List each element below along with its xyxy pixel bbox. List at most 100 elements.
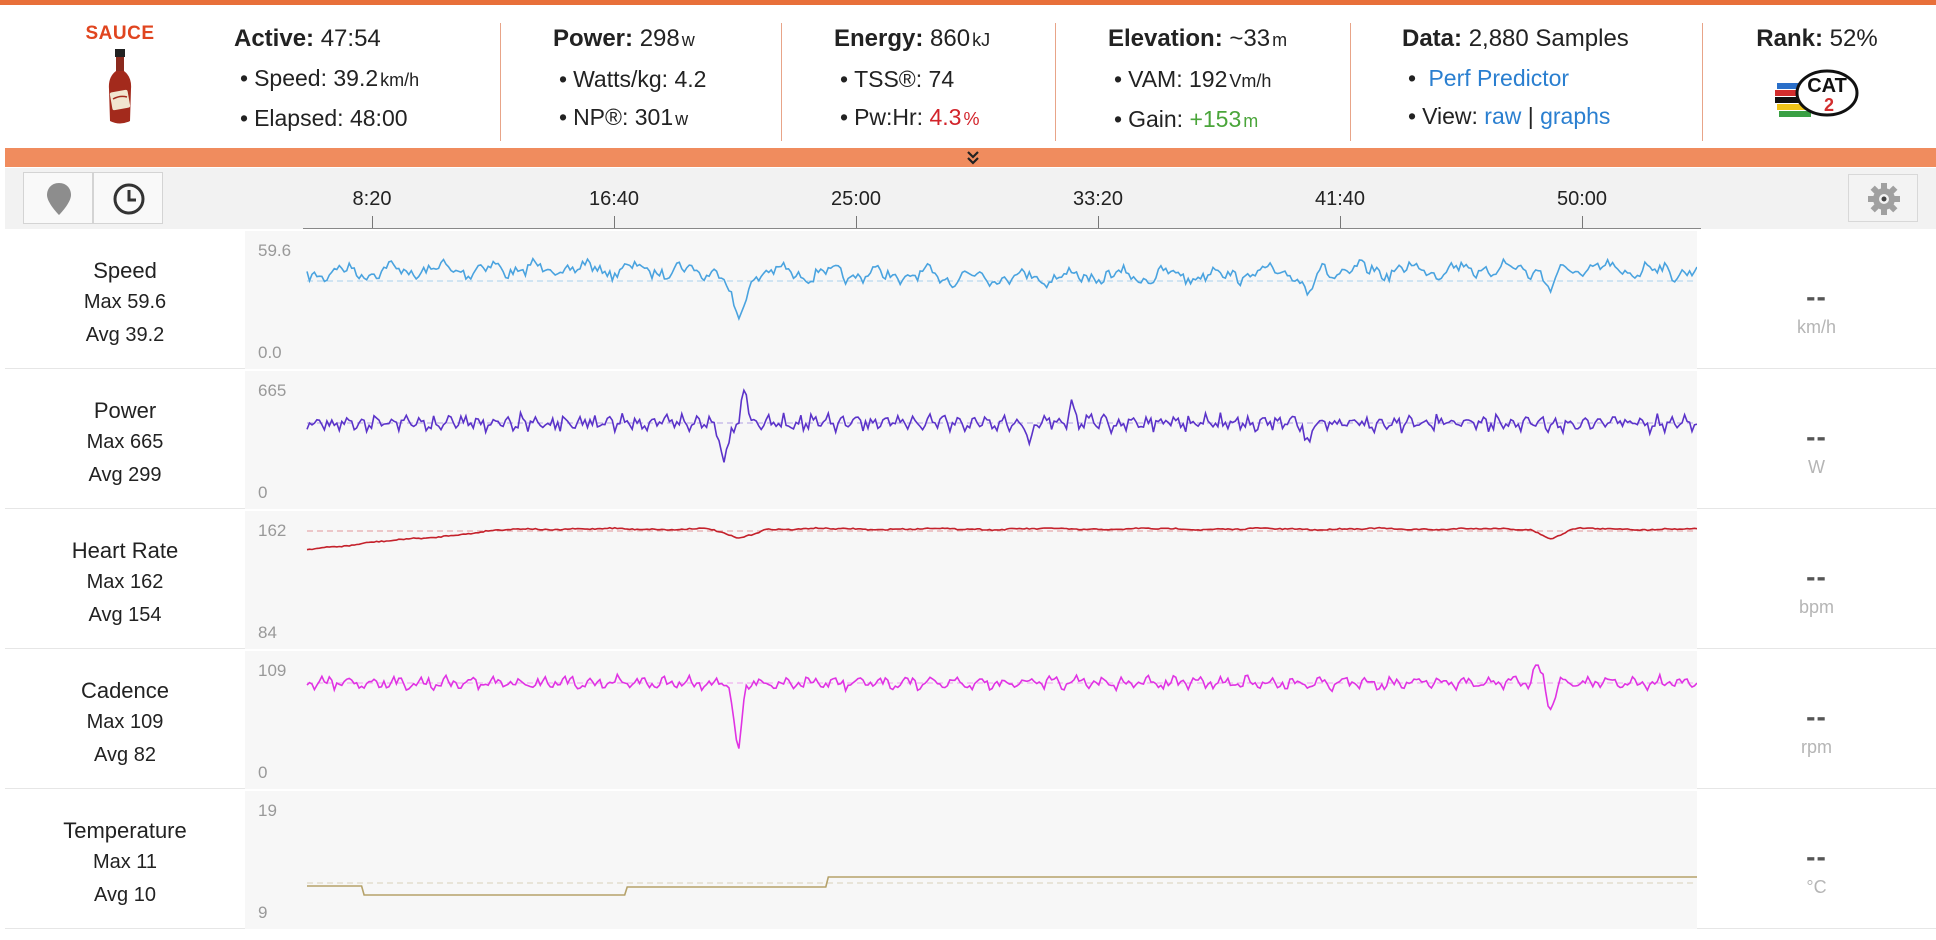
np-stat: • NP®: 301 w xyxy=(559,104,689,130)
axis-min-label: 9 xyxy=(258,903,268,922)
perf-predictor-link[interactable]: Perf Predictor xyxy=(1428,65,1570,91)
sauce-bottle-icon xyxy=(108,49,132,124)
panel-speed: Speed Max 59.6 Avg 39.2 59.6 0.0 -- km/h xyxy=(5,231,1936,369)
header-collapse-bar[interactable] xyxy=(5,148,1936,167)
tick-label: 16:40 xyxy=(588,188,640,210)
series-line xyxy=(306,526,1697,551)
readout-unit: km/h xyxy=(1796,317,1836,337)
panel-avg: Avg 154 xyxy=(88,604,162,626)
readout-unit: rpm xyxy=(1801,737,1832,757)
axis-max-label: 109 xyxy=(258,661,287,680)
axis-min-label: 0 xyxy=(258,763,268,782)
divider xyxy=(500,23,501,141)
tick-mark xyxy=(1340,216,1341,228)
graph-power[interactable]: 665 0 xyxy=(245,371,1697,509)
panel-max: Max 162 xyxy=(86,571,164,593)
panel-name: Heart Rate xyxy=(71,538,179,563)
axis-min-label: 0 xyxy=(258,483,268,502)
graph-line-svg xyxy=(306,664,1697,749)
divider xyxy=(1055,23,1056,141)
panel-label: Temperature Max 11 Avg 10 xyxy=(5,791,245,929)
readout-unit: °C xyxy=(1806,877,1827,897)
panel-name: Cadence xyxy=(80,678,170,703)
view-row: • View: raw | graphs xyxy=(1408,103,1611,129)
panel-readout: -- rpm xyxy=(1697,651,1936,789)
power-column: Power: 298 w • Watts/kg: 4.2 • NP®: 301 w xyxy=(553,19,706,138)
raw-link[interactable]: raw xyxy=(1484,103,1522,129)
active-stat: Active: 47:54 xyxy=(234,25,381,52)
pwhr-stat: • Pw:Hr: 4.3% xyxy=(840,104,980,130)
watts-kg-stat: • Watts/kg: 4.2 xyxy=(559,66,707,92)
elevation-stat: Elevation: ~33 m xyxy=(1108,25,1288,52)
active-column: Active: 47:54 • Speed: 39.2 km/h • Elapsed:… xyxy=(234,19,419,137)
panel-name: Temperature xyxy=(63,818,187,843)
power-stat: Power: 298 w xyxy=(553,25,695,52)
panel-name: Speed xyxy=(93,258,157,283)
energy-stat: Energy: 860 kJ xyxy=(834,25,991,52)
sauce-logo: SAUCE xyxy=(70,23,170,132)
graph-line-svg xyxy=(306,388,1697,463)
graph-cadence[interactable]: 109 0 xyxy=(245,651,1697,789)
series-line xyxy=(307,876,1697,896)
graph-speed[interactable]: 59.6 0.0 xyxy=(245,231,1697,369)
readout-value: -- xyxy=(1806,841,1827,872)
panel-avg: Avg 39.2 xyxy=(85,324,165,346)
readout-value: -- xyxy=(1806,421,1827,452)
panel-max: Max 665 xyxy=(86,431,164,453)
divider xyxy=(1350,23,1351,141)
energy-column: Energy: 860 kJ • TSS®: 74 • Pw:Hr: 4.3% xyxy=(834,19,990,138)
speed-stat: • Speed: 39.2 km/h xyxy=(240,65,420,91)
location-button[interactable] xyxy=(23,172,93,224)
double-chevron-down-icon[interactable] xyxy=(966,147,980,167)
elapsed-stat: • Elapsed: 48:00 xyxy=(240,105,408,131)
graph-line-svg xyxy=(307,876,1697,896)
tick-mark xyxy=(614,216,615,228)
graph-line-svg xyxy=(306,526,1697,551)
tick-mark xyxy=(1098,216,1099,228)
rank-column: Rank: 52% CAT 2 xyxy=(1752,19,1882,126)
tick-label: 41:40 xyxy=(1314,188,1366,210)
tick-mark xyxy=(1582,216,1583,228)
panel-cadence: Cadence Max 109 Avg 82 109 0 -- rpm xyxy=(5,651,1936,789)
graph-temperature[interactable]: 19 9 xyxy=(245,791,1697,929)
axis-min-label: 84 xyxy=(258,623,277,642)
readout-unit: bpm xyxy=(1798,597,1834,617)
panel-temperature: Temperature Max 11 Avg 10 19 9 -- °C xyxy=(5,791,1936,929)
time-button[interactable] xyxy=(93,172,163,224)
tick-label: 50:00 xyxy=(1556,188,1608,210)
panel-max: Max 59.6 xyxy=(83,291,167,313)
series-line xyxy=(306,388,1697,463)
panel-readout: -- W xyxy=(1697,371,1936,509)
panel-readout: -- km/h xyxy=(1697,231,1936,369)
map-pin-icon xyxy=(47,183,71,215)
gear-icon xyxy=(1868,183,1900,215)
settings-button[interactable] xyxy=(1848,174,1918,222)
panel-label: Power Max 665 Avg 299 xyxy=(5,371,245,509)
series-line xyxy=(306,664,1697,749)
tick-mark xyxy=(856,216,857,228)
tick-label: 8:20 xyxy=(352,188,392,210)
axis-max-label: 665 xyxy=(258,381,287,400)
panel-avg: Avg 10 xyxy=(94,884,156,906)
readout-unit: W xyxy=(1808,457,1825,477)
panel-avg: Avg 299 xyxy=(88,464,162,486)
panel-max: Max 11 xyxy=(92,851,158,873)
graph-heart-rate[interactable]: 162 84 xyxy=(245,511,1697,649)
timeline-header: 8:20 16:40 25:00 33:20 41:40 50:00 xyxy=(5,168,1936,229)
panel-label: Speed Max 59.6 Avg 39.2 xyxy=(5,231,245,369)
panel-avg: Avg 82 xyxy=(94,744,156,766)
axis-max-label: 162 xyxy=(258,521,287,540)
cat-text: CAT xyxy=(1807,75,1847,97)
tick-label: 33:20 xyxy=(1072,188,1124,210)
vam-stat: • VAM: 192 Vm/h xyxy=(1114,66,1272,92)
stats-header: SAUCE Active: 47:54 • Speed: 39.2 km/h • El… xyxy=(0,5,1936,148)
divider xyxy=(781,23,782,141)
logo-text: SAUCE xyxy=(85,23,155,44)
graphs-link[interactable]: graphs xyxy=(1540,103,1611,129)
timeline-axis xyxy=(303,228,1701,229)
series-line xyxy=(306,257,1697,321)
tick-mark xyxy=(372,216,373,228)
panel-name: Power xyxy=(93,398,157,423)
data-stat: Data: 2,880 Samples xyxy=(1402,25,1629,52)
tick-label: 25:00 xyxy=(830,188,882,210)
